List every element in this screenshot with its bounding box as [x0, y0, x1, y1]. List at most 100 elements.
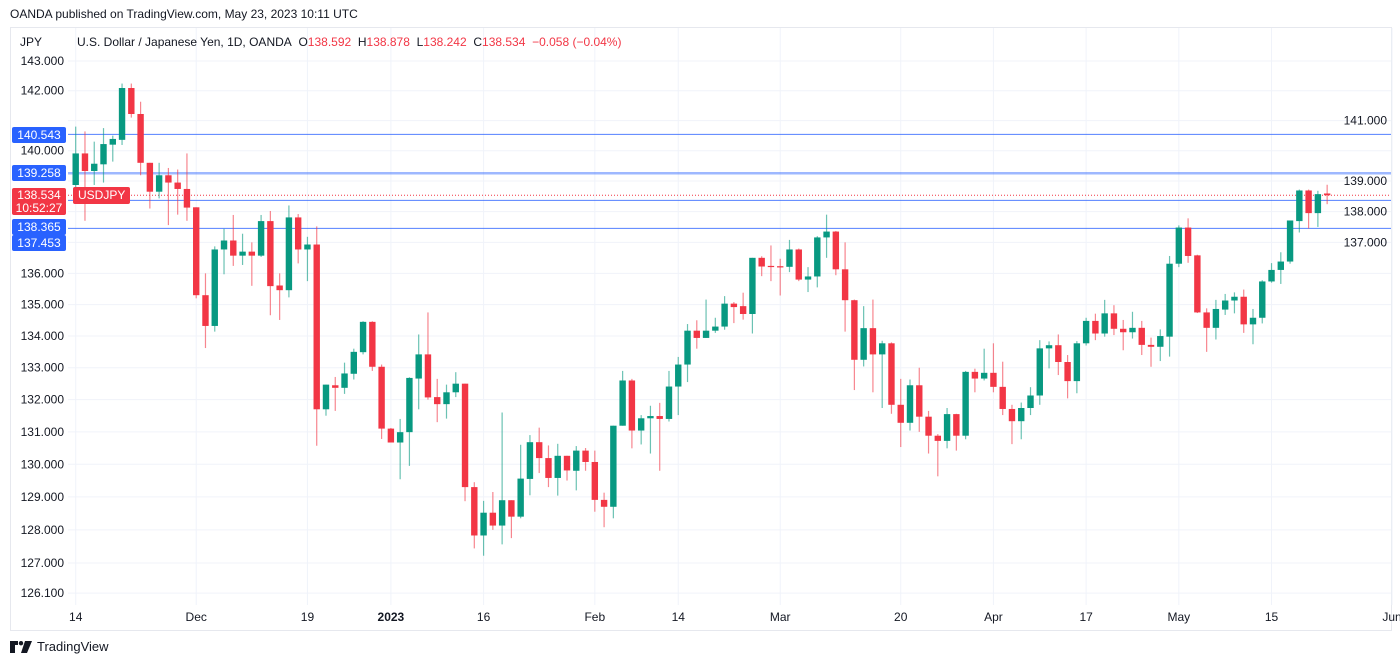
- candle[interactable]: [387, 427, 395, 443]
- candle[interactable]: [841, 242, 849, 332]
- candle[interactable]: [1323, 184, 1331, 205]
- candle[interactable]: [563, 455, 571, 481]
- candle[interactable]: [230, 214, 237, 266]
- candle[interactable]: [795, 248, 802, 282]
- candle[interactable]: [739, 292, 747, 320]
- candle[interactable]: [165, 167, 172, 226]
- candle[interactable]: [285, 205, 293, 298]
- candle[interactable]: [1249, 308, 1257, 345]
- candle[interactable]: [1305, 189, 1312, 229]
- candle[interactable]: [452, 372, 459, 398]
- candle[interactable]: [628, 378, 636, 449]
- candle[interactable]: [823, 214, 830, 258]
- candle[interactable]: [675, 356, 682, 416]
- candle[interactable]: [1314, 190, 1322, 227]
- tradingview-logo[interactable]: TradingView: [10, 639, 109, 654]
- candle[interactable]: [81, 131, 89, 221]
- candle[interactable]: [980, 348, 988, 381]
- candle[interactable]: [211, 246, 218, 332]
- candle[interactable]: [257, 214, 265, 257]
- candle[interactable]: [91, 141, 98, 185]
- candle[interactable]: [359, 321, 367, 355]
- candle[interactable]: [934, 434, 942, 477]
- candle[interactable]: [906, 379, 914, 431]
- candle[interactable]: [1184, 218, 1192, 263]
- candle[interactable]: [1147, 337, 1155, 367]
- candle[interactable]: [1240, 289, 1247, 333]
- candle[interactable]: [1259, 280, 1266, 324]
- candle[interactable]: [730, 302, 738, 324]
- candle[interactable]: [1138, 320, 1145, 356]
- candle[interactable]: [1008, 404, 1016, 445]
- candle[interactable]: [786, 239, 793, 273]
- candle[interactable]: [294, 214, 302, 264]
- candle[interactable]: [860, 306, 867, 367]
- level-price-label[interactable]: 139.258: [12, 165, 66, 181]
- candle[interactable]: [128, 83, 135, 118]
- candle[interactable]: [777, 258, 784, 296]
- level-price-label[interactable]: 137.453: [12, 235, 66, 251]
- candle[interactable]: [721, 296, 728, 330]
- candle[interactable]: [1231, 292, 1238, 314]
- candle[interactable]: [406, 377, 413, 466]
- candle[interactable]: [313, 226, 320, 446]
- candle[interactable]: [396, 418, 404, 480]
- candle[interactable]: [183, 153, 191, 221]
- candle[interactable]: [888, 342, 895, 414]
- candle[interactable]: [202, 273, 209, 349]
- candle[interactable]: [767, 245, 775, 282]
- candle[interactable]: [109, 135, 116, 162]
- candle[interactable]: [702, 299, 710, 338]
- candle[interactable]: [517, 444, 524, 519]
- candle[interactable]: [1092, 313, 1099, 341]
- candle[interactable]: [1268, 263, 1275, 283]
- candle[interactable]: [248, 242, 256, 286]
- candle[interactable]: [693, 320, 700, 349]
- candle[interactable]: [990, 343, 997, 393]
- candle[interactable]: [1101, 299, 1108, 337]
- level-price-label[interactable]: 138.365: [12, 219, 66, 235]
- candle[interactable]: [897, 378, 904, 448]
- candle[interactable]: [415, 334, 422, 410]
- candle[interactable]: [369, 321, 376, 371]
- candle[interactable]: [804, 267, 812, 293]
- level-price-label[interactable]: 140.543: [12, 127, 66, 143]
- candle[interactable]: [193, 207, 200, 299]
- candle[interactable]: [536, 427, 543, 474]
- candle[interactable]: [480, 500, 487, 556]
- candle[interactable]: [1296, 189, 1303, 233]
- candle[interactable]: [749, 257, 756, 334]
- candle[interactable]: [1045, 341, 1053, 369]
- candle[interactable]: [1203, 308, 1210, 352]
- candle[interactable]: [350, 348, 357, 380]
- candle[interactable]: [322, 384, 330, 416]
- candle[interactable]: [943, 408, 951, 449]
- candle[interactable]: [146, 162, 154, 209]
- candle[interactable]: [1120, 319, 1127, 351]
- candle[interactable]: [1175, 225, 1183, 268]
- candle[interactable]: [471, 482, 478, 549]
- candle[interactable]: [1055, 334, 1062, 376]
- candle[interactable]: [220, 228, 228, 275]
- candle[interactable]: [610, 425, 617, 519]
- candle[interactable]: [712, 317, 719, 333]
- candle[interactable]: [1082, 317, 1090, 346]
- candle[interactable]: [461, 383, 469, 502]
- candle[interactable]: [304, 236, 311, 282]
- candle[interactable]: [118, 83, 126, 145]
- candle[interactable]: [434, 378, 441, 423]
- candle[interactable]: [1157, 329, 1164, 362]
- candle[interactable]: [999, 361, 1006, 416]
- candle[interactable]: [1110, 305, 1118, 336]
- candle[interactable]: [869, 299, 877, 393]
- candle[interactable]: [962, 370, 969, 440]
- candle[interactable]: [573, 446, 580, 491]
- candle[interactable]: [498, 412, 506, 545]
- candle[interactable]: [619, 370, 626, 426]
- candle[interactable]: [656, 402, 663, 471]
- candle[interactable]: [878, 340, 886, 409]
- candle[interactable]: [637, 415, 645, 445]
- candle[interactable]: [378, 364, 385, 439]
- candle[interactable]: [1286, 220, 1294, 264]
- candle[interactable]: [554, 443, 561, 496]
